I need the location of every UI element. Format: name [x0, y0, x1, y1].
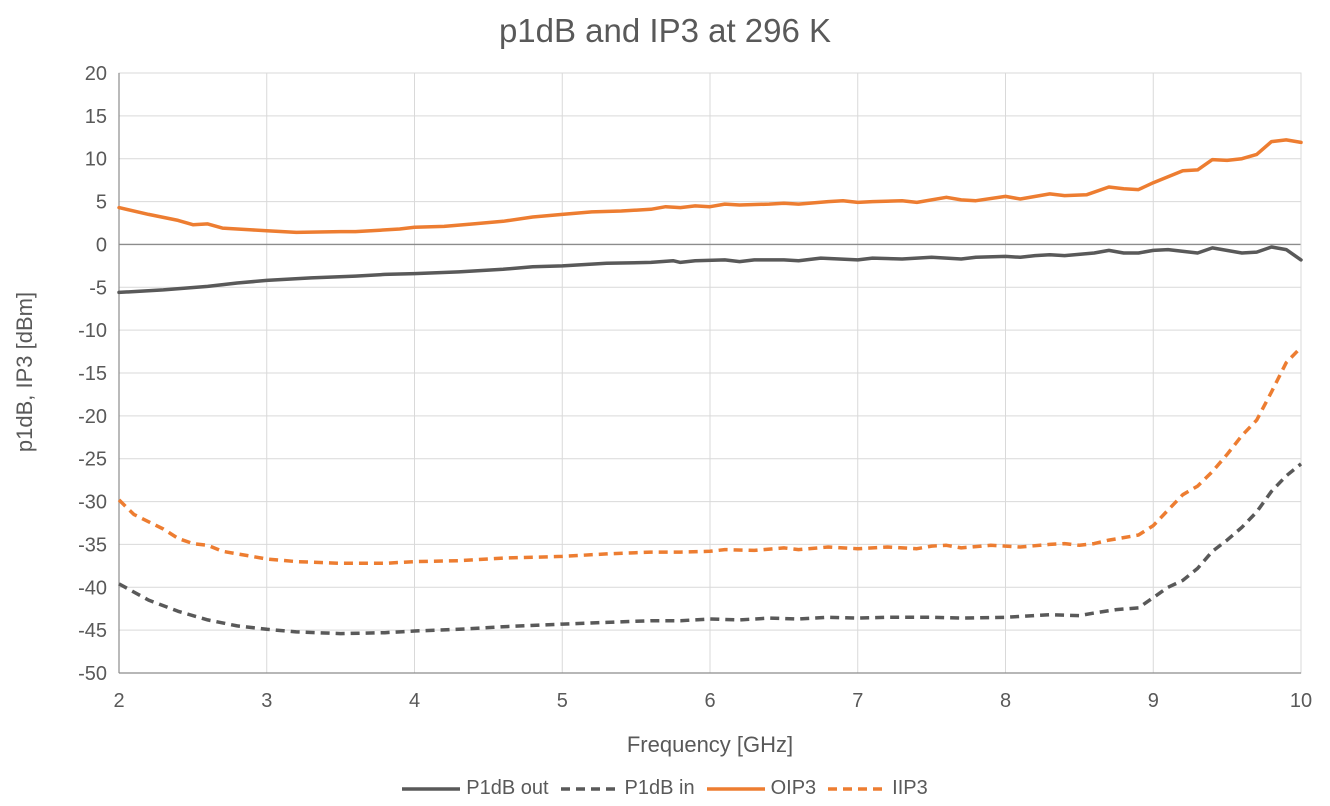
- legend-item-p1db-out[interactable]: P1dB out: [402, 777, 549, 800]
- series-p1db-in: [118, 462, 1303, 636]
- legend-swatch-p1db-out: [402, 786, 461, 791]
- y-tick-label: -30: [78, 492, 107, 514]
- x-tick-label: 2: [113, 690, 124, 712]
- y-tick-label: 5: [96, 192, 107, 214]
- y-tick-label: -5: [89, 277, 107, 299]
- series-lines: [117, 138, 1303, 636]
- x-axis-title: Frequency [GHz]: [627, 732, 793, 757]
- x-tick-label: 3: [261, 690, 272, 712]
- legend-label: P1dB out: [466, 777, 549, 799]
- legend-item-oip3[interactable]: OIP3: [706, 777, 817, 800]
- series-p1db-out: [117, 245, 1303, 295]
- legend-swatch-oip3: [706, 786, 765, 791]
- legend-swatch-p1db-in: [560, 786, 619, 791]
- y-tick-label: -50: [78, 663, 107, 685]
- x-tick-label: 10: [1290, 690, 1312, 712]
- axes: [118, 72, 1302, 674]
- line-chart: 2 3 4 5 6 7 8 9 10 20 15 10 5 0 -5 -10 -15 -20 -25 -30 -35 -4…: [12, 63, 1312, 757]
- y-tick-label: -45: [78, 620, 107, 642]
- y-tick-label: -25: [78, 449, 107, 471]
- legend-item-iip3[interactable]: IIP3: [828, 777, 928, 800]
- y-tick-label: -10: [78, 320, 107, 342]
- y-axis-title: p1dB, IP3 [dBm]: [12, 292, 37, 452]
- y-tick-label: 20: [85, 63, 107, 85]
- y-tick-label: -35: [78, 534, 107, 556]
- x-tick-label: 6: [704, 690, 715, 712]
- series-iip3: [117, 346, 1303, 566]
- x-tick-label: 8: [1000, 690, 1011, 712]
- chart-title: p1dB and IP3 at 296 K: [498, 12, 832, 49]
- x-tick-label: 5: [557, 690, 568, 712]
- legend-label: OIP3: [770, 777, 817, 799]
- y-tick-label: 10: [85, 149, 107, 171]
- y-tick-label: 15: [85, 106, 107, 128]
- series-oip3: [117, 138, 1303, 235]
- legend-item-p1db-in[interactable]: P1dB in: [560, 777, 695, 800]
- x-tick-label: 9: [1148, 690, 1159, 712]
- y-tick-label: 0: [96, 234, 107, 256]
- legend-swatch-iip3: [828, 786, 887, 791]
- y-tick-label: -15: [78, 363, 107, 385]
- y-tick-label: -20: [78, 406, 107, 428]
- tick-labels: 2 3 4 5 6 7 8 9 10 20 15 10 5 0 -5 -10 -15 -20 -25 -30 -35 -4…: [78, 63, 1312, 712]
- x-tick-label: 4: [409, 690, 420, 712]
- legend-label: P1dB in: [624, 777, 695, 799]
- legend-label: IIP3: [892, 777, 928, 799]
- x-tick-label: 7: [852, 690, 863, 712]
- legend: P1dB out P1dB in OIP3 IIP3: [0, 777, 1330, 800]
- y-tick-label: -40: [78, 577, 107, 599]
- grid: [118, 72, 1302, 674]
